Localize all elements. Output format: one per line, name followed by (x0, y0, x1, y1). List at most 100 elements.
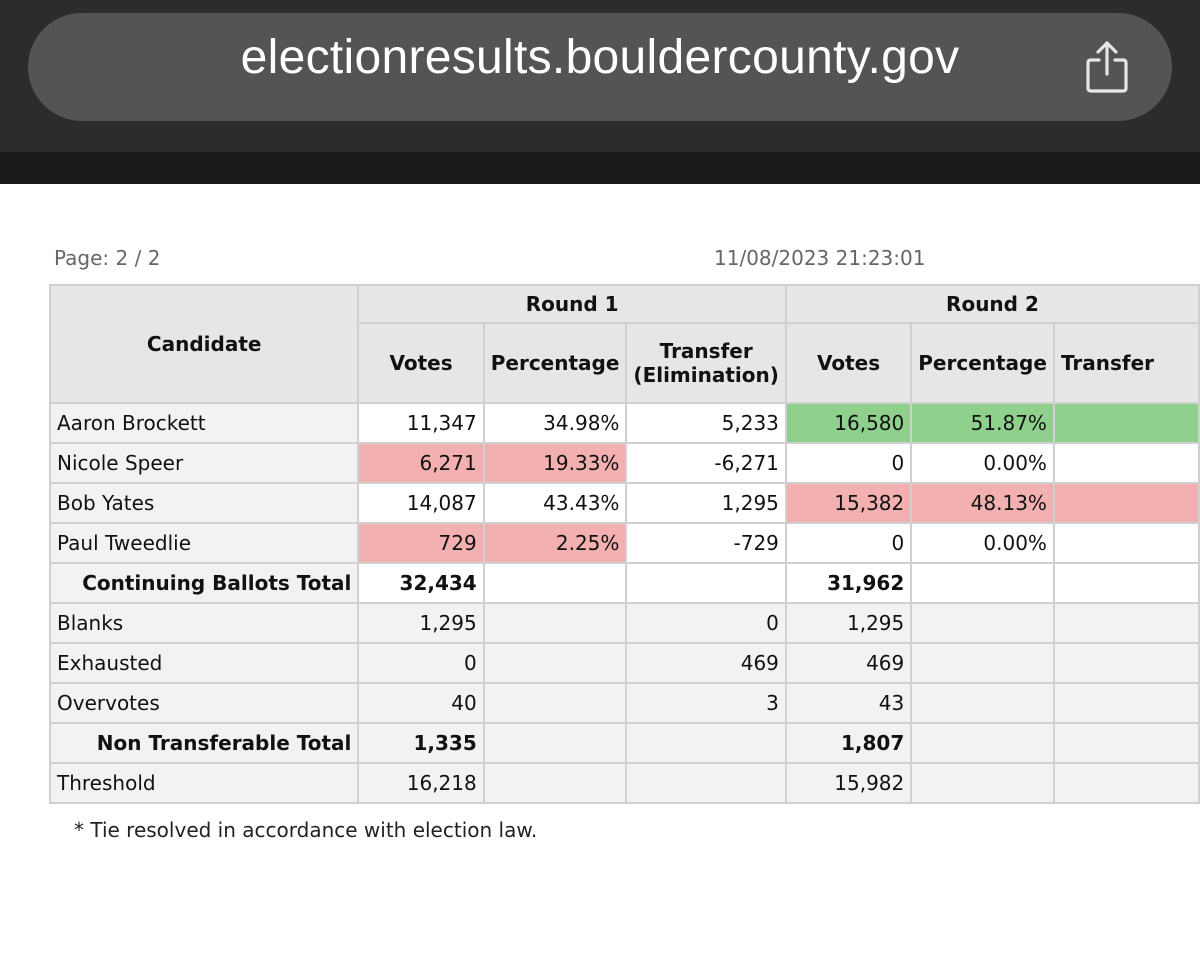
r1-transfer: 469 (625, 642, 787, 684)
r1-percentage (482, 682, 628, 724)
r1-votes: 40 (357, 682, 485, 724)
r2-transfer (1052, 682, 1200, 724)
candidate-name: Nicole Speer (48, 442, 360, 484)
r1-percentage: 34.98% (482, 402, 628, 444)
r1-votes: 32,434 (357, 562, 485, 604)
r2-transfer (1052, 482, 1200, 524)
r1-transfer: -6,271 (625, 442, 787, 484)
threshold-row: Threshold 16,218 15,982 (48, 762, 1200, 804)
r1-transfer (625, 562, 787, 604)
r1-percentage: 2.25% (482, 522, 628, 564)
r2-percentage (910, 722, 1055, 764)
summary-row: Overvotes 40 3 43 (48, 682, 1200, 724)
r1-transfer: 3 (625, 682, 787, 724)
candidate-row: Bob Yates 14,087 43.43% 1,295 15,382 48.… (48, 482, 1200, 524)
r2-transfer-header: Transfer (1052, 322, 1200, 404)
r2-percentage: 0.00% (910, 442, 1055, 484)
r2-transfer (1052, 562, 1200, 604)
r1-votes: 6,271 (357, 442, 485, 484)
r1-percentage (482, 642, 628, 684)
summary-row: Blanks 1,295 0 1,295 (48, 602, 1200, 644)
candidate-row: Aaron Brockett 11,347 34.98% 5,233 16,58… (48, 402, 1200, 444)
r2-percentage: 48.13% (910, 482, 1055, 524)
candidate-name: Paul Tweedlie (48, 522, 360, 564)
r1-transfer-sublabel: (Elimination) (633, 363, 779, 387)
r2-transfer (1052, 522, 1200, 564)
footnote: * Tie resolved in accordance with electi… (74, 818, 538, 842)
r2-votes: 1,807 (784, 722, 913, 764)
candidate-row: Paul Tweedlie 729 2.25% -729 0 0.00% (48, 522, 1200, 564)
r2-votes: 0 (784, 522, 913, 564)
r2-percentage (910, 682, 1055, 724)
r1-votes: 729 (357, 522, 485, 564)
candidate-header: Candidate (48, 284, 360, 404)
non-transferable-total-row: Non Transferable Total 1,335 1,807 (48, 722, 1200, 764)
r2-votes: 469 (784, 642, 913, 684)
r1-votes: 0 (357, 642, 485, 684)
r1-percentage (482, 722, 628, 764)
summary-name: Exhausted (48, 642, 360, 684)
r2-percentage (910, 642, 1055, 684)
r2-transfer (1052, 602, 1200, 644)
r2-percentage-header: Percentage (910, 322, 1055, 404)
share-icon[interactable] (1082, 38, 1132, 96)
r1-votes-header: Votes (357, 322, 485, 404)
r2-percentage (910, 602, 1055, 644)
r2-transfer (1052, 642, 1200, 684)
r1-transfer: -729 (625, 522, 787, 564)
r1-transfer (625, 722, 787, 764)
r1-transfer (625, 762, 787, 804)
r2-votes: 43 (784, 682, 913, 724)
r2-votes: 16,580 (784, 402, 913, 444)
r2-transfer (1052, 402, 1200, 444)
results-table: Candidate Round 1 Round 2 Votes Percenta… (48, 284, 1200, 804)
toolbar-separator (0, 152, 1200, 184)
continuing-total-label: Continuing Ballots Total (48, 562, 360, 604)
r2-votes: 15,982 (784, 762, 913, 804)
round-2-header: Round 2 (784, 284, 1200, 324)
r1-percentage-header: Percentage (482, 322, 628, 404)
r2-votes: 0 (784, 442, 913, 484)
r2-votes-header: Votes (784, 322, 913, 404)
r1-votes: 1,335 (357, 722, 485, 764)
summary-name: Overvotes (48, 682, 360, 724)
r2-transfer (1052, 722, 1200, 764)
address-bar[interactable] (28, 13, 1172, 121)
r2-percentage: 0.00% (910, 522, 1055, 564)
r1-percentage (482, 562, 628, 604)
r1-votes: 14,087 (357, 482, 485, 524)
r2-transfer (1052, 442, 1200, 484)
r1-votes: 1,295 (357, 602, 485, 644)
r1-percentage: 43.43% (482, 482, 628, 524)
r2-percentage: 51.87% (910, 402, 1055, 444)
r2-transfer (1052, 762, 1200, 804)
r1-votes: 16,218 (357, 762, 485, 804)
r2-votes: 31,962 (784, 562, 913, 604)
report-timestamp: 11/08/2023 21:23:01 (714, 246, 926, 270)
r2-votes: 1,295 (784, 602, 913, 644)
non-transferable-total-label: Non Transferable Total (48, 722, 360, 764)
r1-percentage (482, 602, 628, 644)
candidate-name: Aaron Brockett (48, 402, 360, 444)
r2-votes: 15,382 (784, 482, 913, 524)
summary-name: Blanks (48, 602, 360, 644)
r1-transfer: 5,233 (625, 402, 787, 444)
r2-percentage (910, 562, 1055, 604)
browser-toolbar: electionresults.bouldercounty.gov (0, 0, 1200, 152)
candidate-row: Nicole Speer 6,271 19.33% -6,271 0 0.00% (48, 442, 1200, 484)
r1-transfer: 1,295 (625, 482, 787, 524)
round-1-header: Round 1 (357, 284, 787, 324)
candidate-name: Bob Yates (48, 482, 360, 524)
continuing-total-row: Continuing Ballots Total 32,434 31,962 (48, 562, 1200, 604)
summary-row: Exhausted 0 469 469 (48, 642, 1200, 684)
r1-percentage (482, 762, 628, 804)
page-number: Page: 2 / 2 (54, 246, 161, 270)
r1-transfer-label: Transfer (659, 339, 753, 363)
r1-transfer: 0 (625, 602, 787, 644)
r1-percentage: 19.33% (482, 442, 628, 484)
url-text[interactable]: electionresults.bouldercounty.gov (240, 31, 960, 84)
r2-percentage (910, 762, 1055, 804)
r1-transfer-header: Transfer (Elimination) (625, 322, 787, 404)
r1-votes: 11,347 (357, 402, 485, 444)
threshold-label: Threshold (48, 762, 360, 804)
